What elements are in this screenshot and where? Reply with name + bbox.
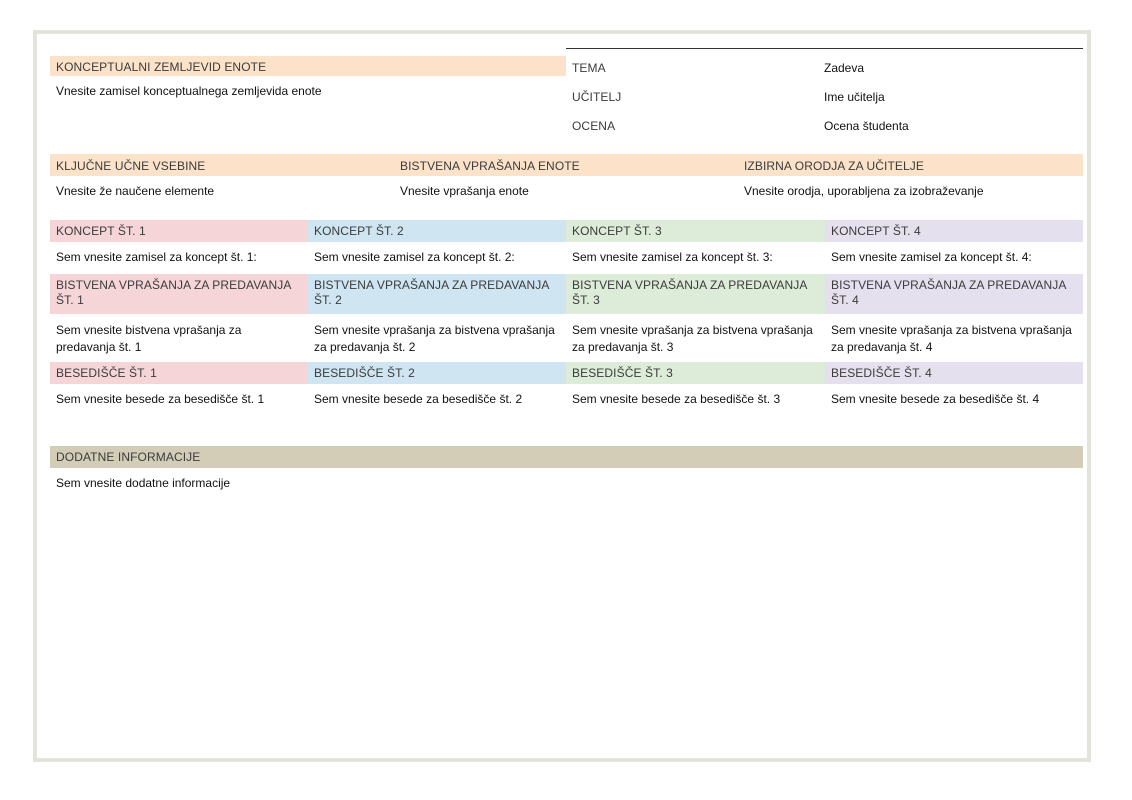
concept-4-vocab-heading: BESEDIŠČE ŠT. 4	[825, 362, 1083, 384]
concept-map-heading: KONCEPTUALNI ZEMLJEVID ENOTE	[50, 56, 566, 76]
concept-2-questions-text[interactable]: Sem vnesite vprašanja za bistvena vpraša…	[314, 323, 555, 354]
concept-4-heading: KONCEPT ŠT. 4	[825, 220, 1083, 242]
concept-3-vocab-heading: BESEDIŠČE ŠT. 3	[566, 362, 825, 384]
section-text-unit-questions[interactable]: Vnesite vprašanja enote	[400, 184, 529, 198]
additional-info-text[interactable]: Sem vnesite dodatne informacije	[56, 476, 231, 490]
info-label-teacher: UČITELJ	[572, 90, 622, 104]
info-value-teacher[interactable]: Ime učitelja	[824, 90, 885, 104]
concept-2-heading: KONCEPT ŠT. 2	[308, 220, 566, 242]
section-heading-teacher-tools: IZBIRNA ORODJA ZA UČITELJE	[744, 159, 924, 173]
concept-4-vocab-text[interactable]: Sem vnesite besede za besedišče št. 4	[831, 392, 1040, 406]
concept-map-text[interactable]: Vnesite zamisel konceptualnega zemljevid…	[56, 84, 322, 98]
concept-3-text[interactable]: Sem vnesite zamisel za koncept št. 3:	[572, 250, 773, 264]
concept-1-heading: KONCEPT ŠT. 1	[50, 220, 308, 242]
concept-4-questions-text[interactable]: Sem vnesite vprašanja za bistvena vpraša…	[831, 323, 1072, 354]
concept-1-questions-text[interactable]: Sem vnesite bistvena vprašanja za predav…	[56, 323, 242, 354]
concept-1-questions-heading: BISTVENA VPRAŠANJA ZA PREDAVANJA ŠT. 1	[50, 274, 308, 314]
concept-4-questions-heading: BISTVENA VPRAŠANJA ZA PREDAVANJA ŠT. 4	[825, 274, 1083, 314]
section-heading-unit-questions: BISTVENA VPRAŠANJA ENOTE	[400, 159, 580, 173]
concept-4-text[interactable]: Sem vnesite zamisel za koncept št. 4:	[831, 250, 1032, 264]
concept-2-text[interactable]: Sem vnesite zamisel za koncept št. 2:	[314, 250, 515, 264]
concept-1-vocab-heading: BESEDIŠČE ŠT. 1	[50, 362, 308, 384]
info-label-topic: TEMA	[572, 61, 606, 75]
info-table: TEMA Zadeva UČITELJ Ime učitelja OCENA O…	[566, 48, 1083, 139]
concept-2-questions-heading: BISTVENA VPRAŠANJA ZA PREDAVANJA ŠT. 2	[308, 274, 566, 314]
concept-3-heading: KONCEPT ŠT. 3	[566, 220, 825, 242]
info-label-grade: OCENA	[572, 119, 616, 133]
concept-3-vocab-text[interactable]: Sem vnesite besede za besedišče št. 3	[572, 392, 781, 406]
concept-2-vocab-text[interactable]: Sem vnesite besede za besedišče št. 2	[314, 392, 523, 406]
sections-header-band	[50, 154, 1083, 176]
concept-1-vocab-text[interactable]: Sem vnesite besede za besedišče št. 1	[56, 392, 265, 406]
section-text-key-content[interactable]: Vnesite že naučene elemente	[56, 184, 215, 198]
section-heading-key-content: KLJUČNE UČNE VSEBINE	[56, 159, 206, 173]
concept-3-questions-heading: BISTVENA VPRAŠANJA ZA PREDAVANJA ŠT. 3	[566, 274, 825, 314]
additional-info-heading: DODATNE INFORMACIJE	[50, 446, 1083, 468]
info-value-topic[interactable]: Zadeva	[824, 61, 865, 75]
document-page: KONCEPTUALNI ZEMLJEVID ENOTE Vnesite zam…	[33, 30, 1091, 762]
info-value-grade[interactable]: Ocena študenta	[824, 119, 909, 133]
concept-3-questions-text[interactable]: Sem vnesite vprašanja za bistvena vpraša…	[572, 323, 813, 354]
section-text-teacher-tools[interactable]: Vnesite orodja, uporabljena za izobražev…	[744, 184, 984, 198]
concept-1-text[interactable]: Sem vnesite zamisel za koncept št. 1:	[56, 250, 257, 264]
concept-2-vocab-heading: BESEDIŠČE ŠT. 2	[308, 362, 566, 384]
